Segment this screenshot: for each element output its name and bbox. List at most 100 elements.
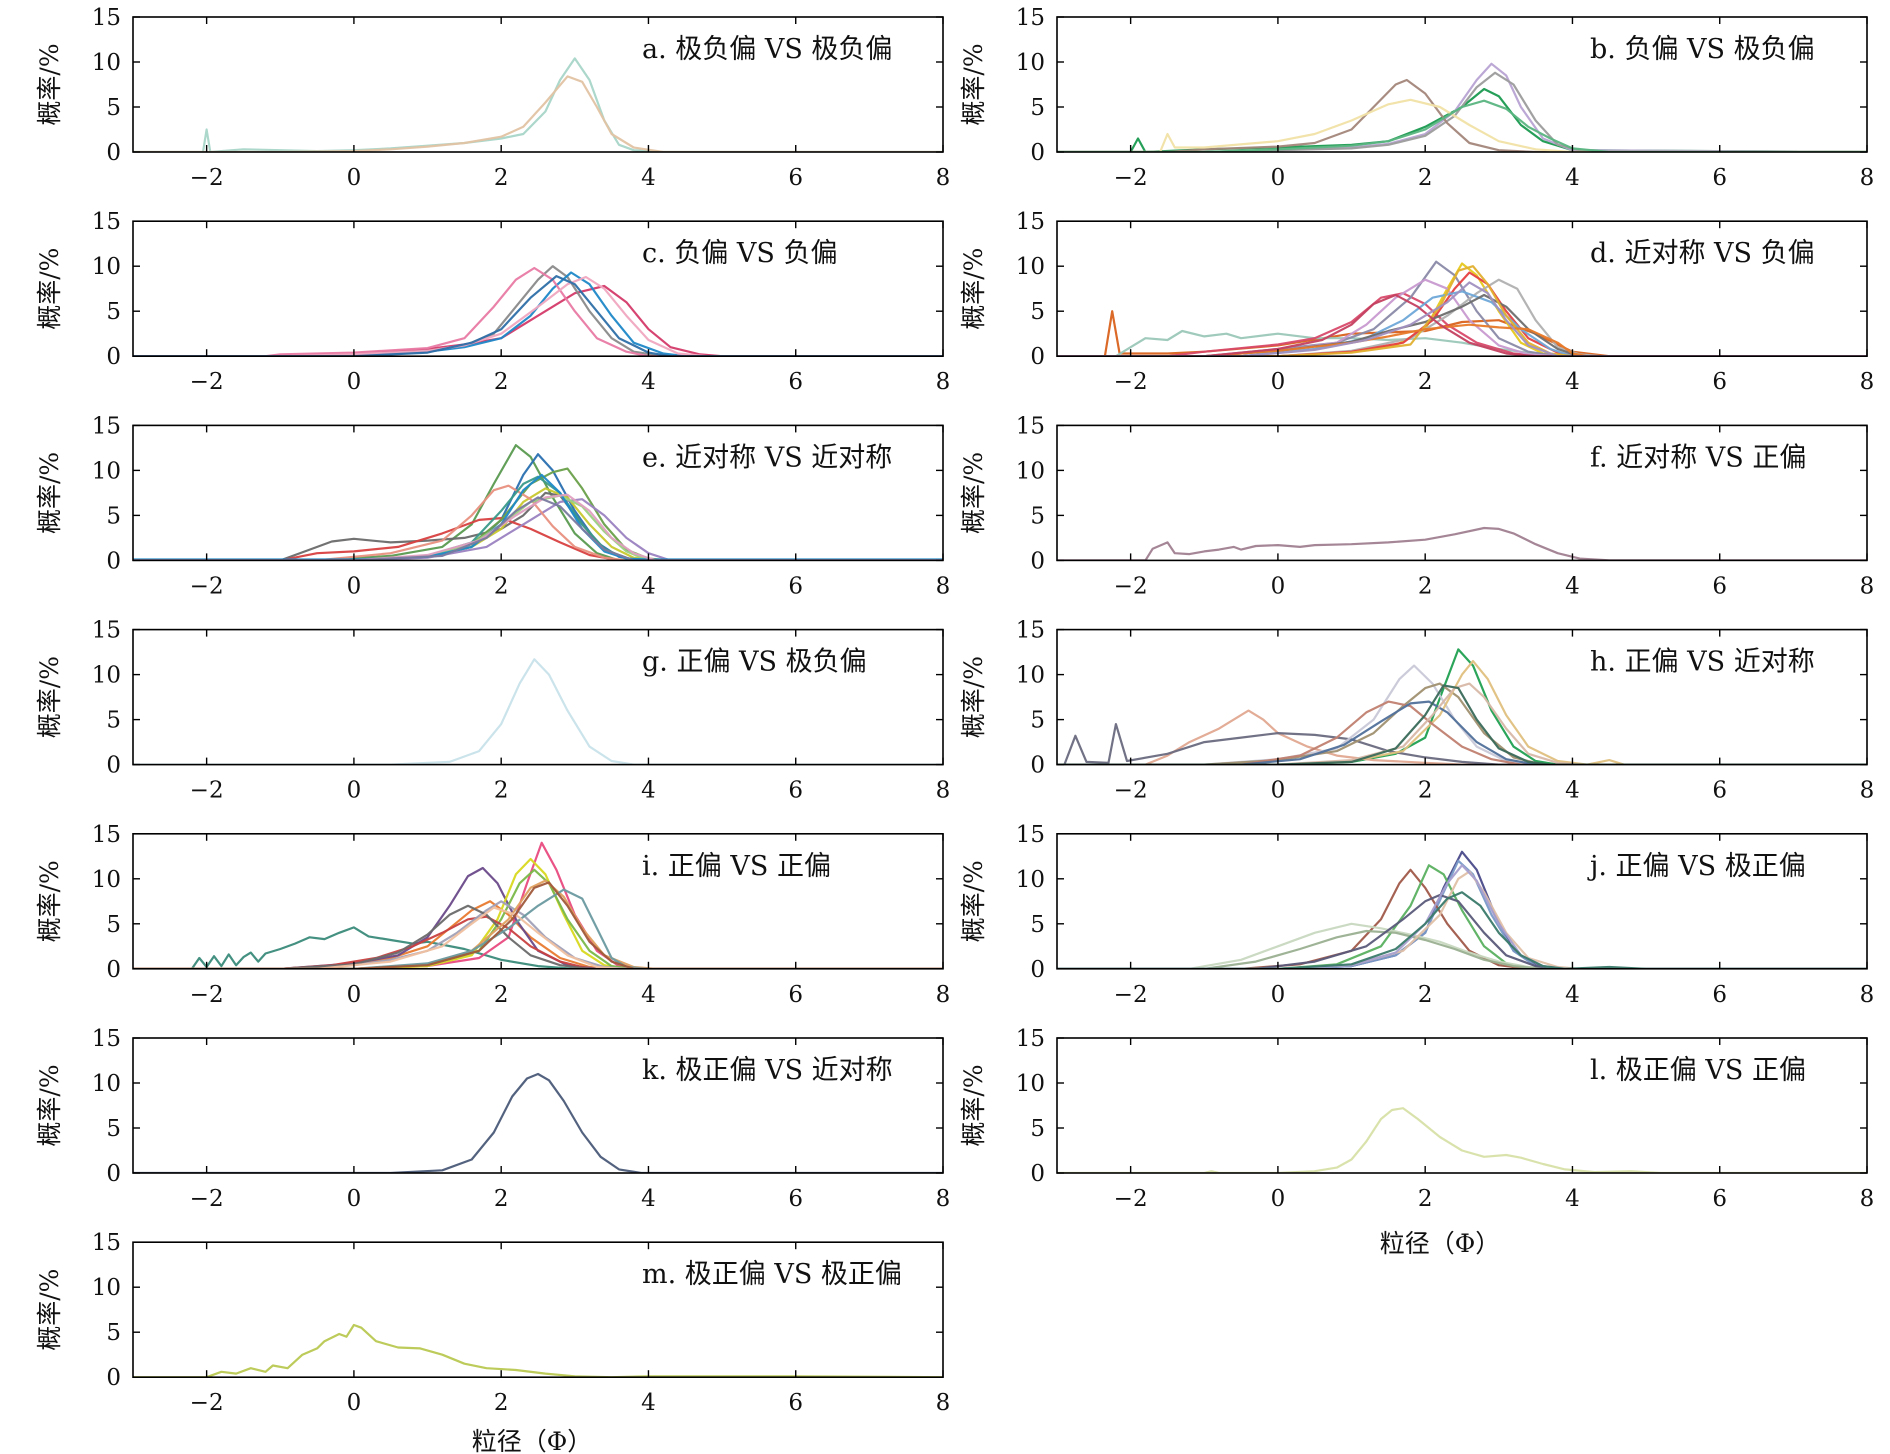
x-tick-label-j-8: 8 [1860, 982, 1875, 1008]
y-tick-label-e-15: 15 [92, 413, 121, 439]
x-tick-label-f-0: 0 [1271, 573, 1286, 599]
x-tick-label-k--2: −2 [190, 1186, 224, 1212]
y-tick-label-c-15: 15 [92, 209, 121, 235]
y-axis-label-e: 概率/% [35, 452, 64, 534]
x-tick-label-h-4: 4 [1565, 778, 1580, 804]
x-tick-label-c-2: 2 [494, 369, 509, 395]
y-tick-label-m-5: 5 [106, 1320, 121, 1346]
y-axis-label-k: 概率/% [35, 1064, 64, 1146]
series-line-b-6 [1057, 99, 1867, 152]
x-tick-label-h-0: 0 [1271, 778, 1286, 804]
series-group-h [1057, 648, 1867, 765]
x-tick-label-d--2: −2 [1114, 369, 1148, 395]
chart-panel-j: 0 5 10 15 −2 0 2 4 6 8 概率/% j. 正偏 VS 极正偏 [959, 822, 1874, 1008]
x-tick-label-l--2: −2 [1114, 1186, 1148, 1212]
y-tick-label-i-15: 15 [92, 822, 121, 848]
series-line-b-3 [1057, 71, 1867, 152]
series-line-d-13 [1057, 293, 1867, 357]
y-tick-label-k-15: 15 [92, 1026, 121, 1052]
series-line-e-13 [133, 496, 943, 561]
x-tick-label-f-6: 6 [1712, 573, 1727, 599]
y-axis-label-j: 概率/% [959, 860, 988, 942]
y-tick-label-h-10: 10 [1016, 663, 1045, 689]
y-tick-label-i-10: 10 [92, 867, 121, 893]
series-group-f [1057, 526, 1867, 561]
chart-panel-c: 0 5 10 15 −2 0 2 4 6 8 概率/% c. 负偏 VS 负偏 [35, 209, 950, 395]
x-tick-label-f--2: −2 [1114, 573, 1148, 599]
chart-panel-e: 0 5 10 15 −2 0 2 4 6 8 概率/% e. 近对称 VS 近对称 [35, 413, 950, 599]
panel-title-d: d. 近对称 VS 负偏 [1590, 238, 1815, 269]
x-tick-label-c-0: 0 [347, 369, 362, 395]
x-tick-label-l-4: 4 [1565, 1186, 1580, 1212]
x-tick-label-g-8: 8 [936, 778, 951, 804]
x-tick-label-e-4: 4 [641, 573, 656, 599]
chart-panel-m: 0 5 10 15 −2 0 2 4 6 8 概率/% m. 极正偏 VS 极正偏 [35, 1230, 950, 1416]
x-tick-label-a-0: 0 [347, 165, 362, 191]
y-tick-label-a-5: 5 [106, 95, 121, 121]
x-tick-label-c-4: 4 [641, 369, 656, 395]
panel-title-g: g. 正偏 VS 极负偏 [642, 647, 867, 678]
x-tick-label-h--2: −2 [1114, 778, 1148, 804]
series-line-a-1 [133, 57, 943, 152]
series-line-e-10 [133, 494, 943, 561]
series-line-e-11 [133, 473, 943, 561]
x-tick-label-l-8: 8 [1860, 1186, 1875, 1212]
y-tick-label-g-15: 15 [92, 618, 121, 644]
series-line-j-3 [1057, 868, 1867, 969]
series-line-e-8 [133, 484, 943, 561]
panel-title-i: i. 正偏 VS 正偏 [642, 851, 831, 882]
series-line-l-1 [1057, 1107, 1867, 1173]
x-tick-label-d-2: 2 [1418, 369, 1433, 395]
y-tick-label-a-15: 15 [92, 5, 121, 31]
x-tick-label-k-2: 2 [494, 1186, 509, 1212]
y-tick-label-m-15: 15 [92, 1230, 121, 1256]
series-group-b [1057, 62, 1867, 152]
x-tick-label-d-4: 4 [1565, 369, 1580, 395]
x-tick-label-b-8: 8 [1860, 165, 1875, 191]
x-tick-label-a-8: 8 [936, 165, 951, 191]
y-tick-label-c-5: 5 [106, 299, 121, 325]
x-tick-label-h-2: 2 [1418, 778, 1433, 804]
series-line-e-1 [133, 444, 943, 561]
series-line-e-9 [133, 475, 943, 561]
x-axis-label-left: 粒径（Φ） [472, 1427, 593, 1454]
chart-panel-b: 0 5 10 15 −2 0 2 4 6 8 概率/% b. 负偏 VS 极负偏 [959, 5, 1874, 191]
x-tick-label-b-4: 4 [1565, 165, 1580, 191]
x-tick-label-g-6: 6 [788, 778, 803, 804]
x-tick-label-c--2: −2 [190, 369, 224, 395]
y-tick-label-a-10: 10 [92, 50, 121, 76]
series-line-b-4 [1057, 78, 1867, 152]
x-tick-label-i-0: 0 [347, 982, 362, 1008]
panel-title-f: f. 近对称 VS 正偏 [1590, 442, 1806, 473]
x-tick-label-a-4: 4 [641, 165, 656, 191]
series-line-g-1 [133, 658, 943, 765]
plot-frame-i [132, 832, 944, 970]
plot-frame-h [1056, 628, 1868, 766]
series-line-d-14 [1057, 281, 1867, 357]
x-tick-label-c-6: 6 [788, 369, 803, 395]
x-tick-label-k-0: 0 [347, 1186, 362, 1212]
y-tick-label-f-10: 10 [1016, 458, 1045, 484]
y-tick-label-k-10: 10 [92, 1071, 121, 1097]
x-tick-label-g-2: 2 [494, 778, 509, 804]
plot-frame-a [132, 16, 944, 153]
chart-panel-a: 0 5 10 15 −2 0 2 4 6 8 概率/% a. 极负偏 VS 极负偏 [35, 5, 950, 191]
y-tick-label-g-5: 5 [106, 708, 121, 734]
chart-panel-h: 0 5 10 15 −2 0 2 4 6 8 概率/% h. 正偏 VS 近对称 [959, 618, 1874, 804]
y-axis-label-l: 概率/% [959, 1064, 988, 1146]
series-group-j [1057, 850, 1867, 969]
panel-title-k: k. 极正偏 VS 近对称 [642, 1055, 893, 1086]
series-line-d-9 [1057, 290, 1867, 357]
x-tick-label-j--2: −2 [1114, 982, 1148, 1008]
x-tick-label-m-8: 8 [936, 1390, 951, 1416]
series-line-i-13 [133, 881, 943, 969]
plot-frame-l [1056, 1037, 1868, 1174]
series-line-c-5 [133, 275, 943, 357]
x-tick-label-e-6: 6 [788, 573, 803, 599]
series-line-d-12 [1057, 323, 1867, 357]
y-tick-label-j-5: 5 [1030, 912, 1045, 938]
y-axis-label-m: 概率/% [35, 1269, 64, 1351]
x-tick-label-g-0: 0 [347, 778, 362, 804]
plot-frame-k [132, 1037, 944, 1174]
series-line-b-1 [1057, 87, 1867, 152]
